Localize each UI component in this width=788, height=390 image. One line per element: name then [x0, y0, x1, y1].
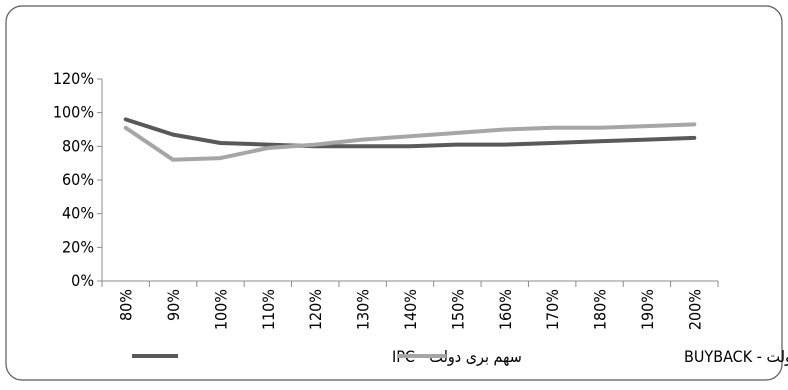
data-point — [267, 144, 269, 146]
data-point — [693, 137, 695, 139]
x-tick-label: 170% — [543, 289, 562, 330]
x-tick-label: 150% — [448, 289, 467, 330]
data-point — [219, 142, 221, 144]
data-point — [693, 123, 695, 125]
data-point — [125, 118, 127, 120]
x-tick-label: 130% — [354, 289, 373, 330]
data-point — [362, 139, 364, 141]
y-tick-label: 80% — [62, 136, 94, 155]
data-point — [267, 147, 269, 149]
y-tick-label: 40% — [62, 204, 94, 223]
data-point — [551, 127, 553, 129]
axes: 0% 20% 40% 60% 80% 100% 120% 80% 90% 100% 110% 120%… — [53, 69, 719, 330]
y-tick-label: 0% — [71, 271, 94, 290]
legend-label: سهم بری دولت - IPC — [392, 347, 522, 367]
data-point — [504, 144, 506, 146]
x-tick-label: 160% — [496, 289, 515, 330]
y-tick-label: 120% — [53, 69, 94, 88]
data-point — [219, 157, 221, 159]
legend-label: سهم بری دولت - BUYBACK — [684, 347, 788, 367]
x-tick-label: 140% — [401, 289, 420, 330]
data-point — [456, 132, 458, 134]
legend: سهم بری دولت - IPC سهم بری دولت - BUYBACK — [132, 347, 788, 367]
series-lines — [123, 117, 697, 162]
x-tick-label: 80% — [117, 289, 136, 321]
data-point — [172, 159, 174, 161]
data-point — [456, 144, 458, 146]
data-point — [646, 139, 648, 141]
data-point — [172, 134, 174, 136]
x-tick-label: 120% — [306, 289, 325, 330]
x-tick-label: 190% — [638, 289, 657, 330]
data-point — [646, 125, 648, 127]
y-tick-label: 20% — [62, 237, 94, 256]
x-tick-label: 180% — [591, 289, 610, 330]
data-point — [125, 127, 127, 129]
data-point — [314, 144, 316, 146]
x-tick-label: 100% — [211, 289, 230, 330]
data-point — [362, 145, 364, 147]
data-point — [599, 140, 601, 142]
data-point — [504, 129, 506, 130]
y-tick-label: 60% — [62, 170, 94, 189]
data-point — [409, 145, 411, 147]
chart-border — [5, 5, 783, 381]
data-point — [409, 135, 411, 137]
x-tick-label: 90% — [164, 289, 183, 321]
y-tick-label: 100% — [53, 103, 94, 122]
x-tick-label: 200% — [685, 289, 704, 330]
x-tick-label: 110% — [259, 289, 278, 330]
data-point — [551, 142, 553, 144]
data-point — [599, 127, 601, 129]
